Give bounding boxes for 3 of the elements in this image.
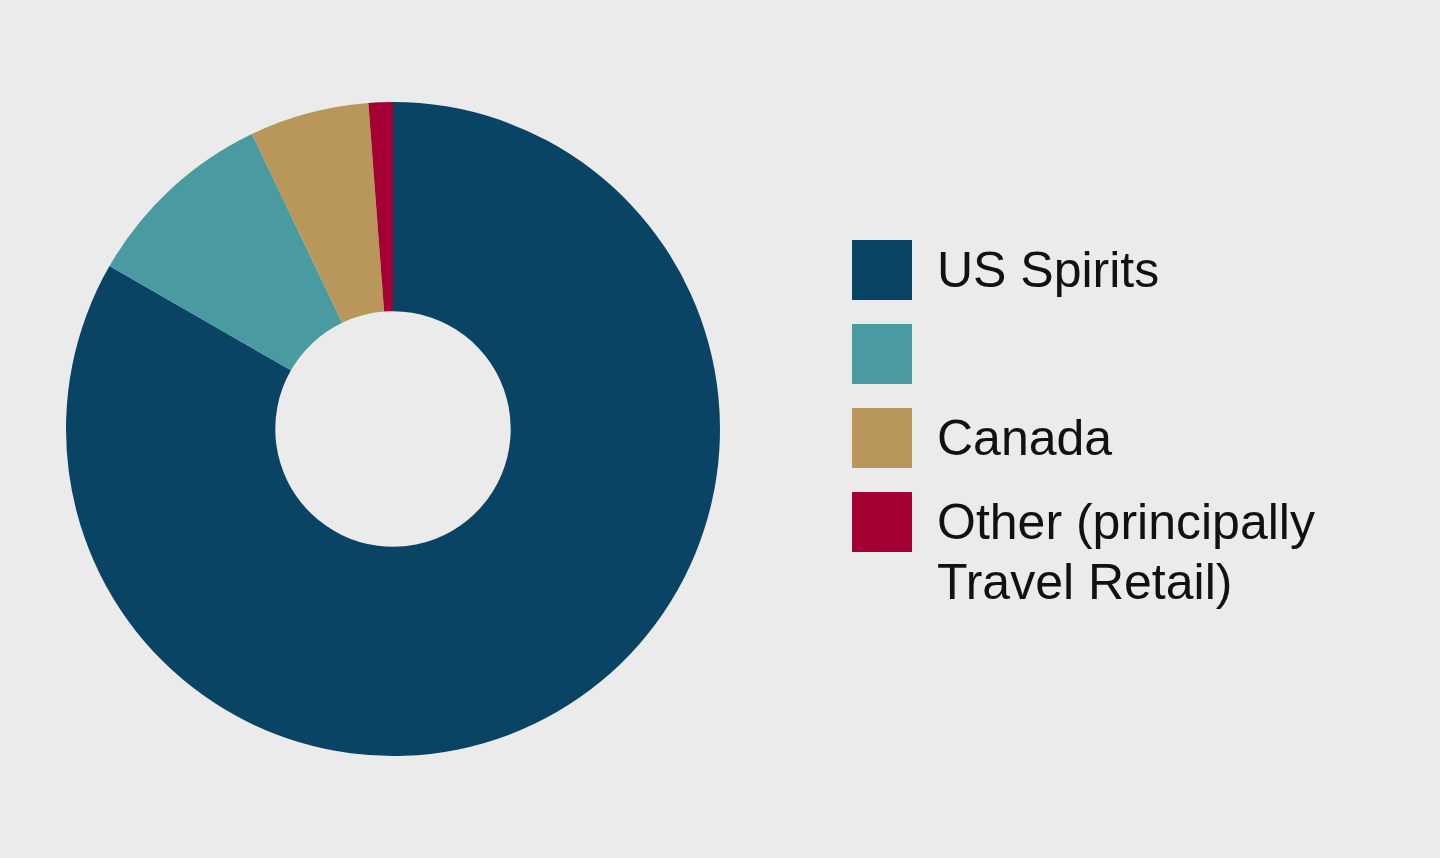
legend-label: US Spirits bbox=[937, 241, 1160, 300]
legend-label: Canada bbox=[937, 409, 1113, 468]
legend-label: Other (principally Travel Retail) bbox=[937, 493, 1316, 612]
